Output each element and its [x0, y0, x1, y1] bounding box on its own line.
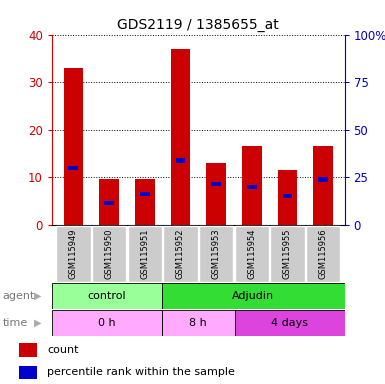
- Bar: [56, 226, 90, 282]
- Bar: [127, 226, 162, 282]
- Bar: [199, 226, 233, 282]
- Text: 8 h: 8 h: [189, 318, 207, 328]
- Bar: [64, 68, 83, 225]
- Text: count: count: [47, 345, 79, 355]
- Text: 0 h: 0 h: [98, 318, 116, 328]
- Bar: [104, 201, 114, 205]
- Bar: [140, 192, 150, 196]
- Text: GSM115950: GSM115950: [105, 228, 114, 279]
- Text: agent: agent: [2, 291, 35, 301]
- Bar: [235, 226, 269, 282]
- Title: GDS2119 / 1385655_at: GDS2119 / 1385655_at: [117, 18, 279, 32]
- Bar: [52, 283, 162, 309]
- Bar: [52, 310, 162, 336]
- Text: 4 days: 4 days: [271, 318, 308, 328]
- Bar: [206, 163, 226, 225]
- Bar: [163, 226, 198, 282]
- Bar: [176, 159, 185, 162]
- Text: GSM115956: GSM115956: [319, 228, 328, 279]
- Bar: [99, 179, 119, 225]
- Bar: [278, 170, 297, 225]
- Bar: [318, 177, 328, 182]
- Bar: [211, 182, 221, 186]
- Bar: [247, 185, 257, 189]
- Text: time: time: [2, 318, 28, 328]
- Bar: [135, 179, 154, 225]
- Bar: [92, 226, 126, 282]
- Bar: [19, 343, 37, 357]
- Text: GSM115954: GSM115954: [247, 228, 256, 279]
- Bar: [270, 226, 305, 282]
- Text: GSM115955: GSM115955: [283, 228, 292, 279]
- Text: control: control: [87, 291, 126, 301]
- Bar: [306, 226, 340, 282]
- Bar: [242, 146, 262, 225]
- Text: GSM115953: GSM115953: [212, 228, 221, 279]
- Bar: [69, 166, 78, 170]
- Bar: [162, 283, 345, 309]
- Bar: [235, 310, 345, 336]
- Bar: [313, 146, 333, 225]
- Text: GSM115951: GSM115951: [140, 228, 149, 279]
- Bar: [19, 366, 37, 379]
- Text: Adjudin: Adjudin: [232, 291, 274, 301]
- Bar: [171, 49, 190, 225]
- Text: ▶: ▶: [34, 318, 42, 328]
- Bar: [283, 194, 292, 198]
- Text: GSM115949: GSM115949: [69, 228, 78, 279]
- Text: ▶: ▶: [34, 291, 42, 301]
- Bar: [162, 310, 235, 336]
- Text: GSM115952: GSM115952: [176, 228, 185, 279]
- Text: percentile rank within the sample: percentile rank within the sample: [47, 367, 235, 377]
